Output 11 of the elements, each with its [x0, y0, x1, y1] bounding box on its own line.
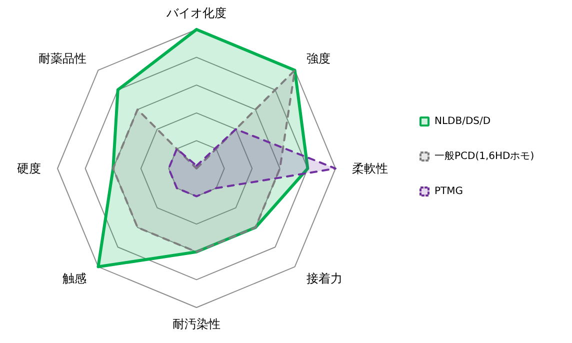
spoke-label: 耐薬品性 [38, 51, 86, 66]
spoke-label: 柔軟性 [352, 162, 388, 176]
spoke-label: バイオ化度 [166, 6, 226, 20]
legend-label: 一般PCD(1,6HDホモ) [434, 151, 534, 162]
spoke-label: 耐汚染性 [172, 317, 220, 332]
spoke-label: 接着力 [306, 272, 343, 286]
spoke-label: 強度 [306, 51, 331, 66]
spoke-label: 硬度 [16, 162, 41, 176]
spoke-label: 触感 [62, 272, 86, 286]
legend-label: PTMG [434, 186, 464, 197]
legend-label: NLDB/DS/D [434, 116, 491, 127]
